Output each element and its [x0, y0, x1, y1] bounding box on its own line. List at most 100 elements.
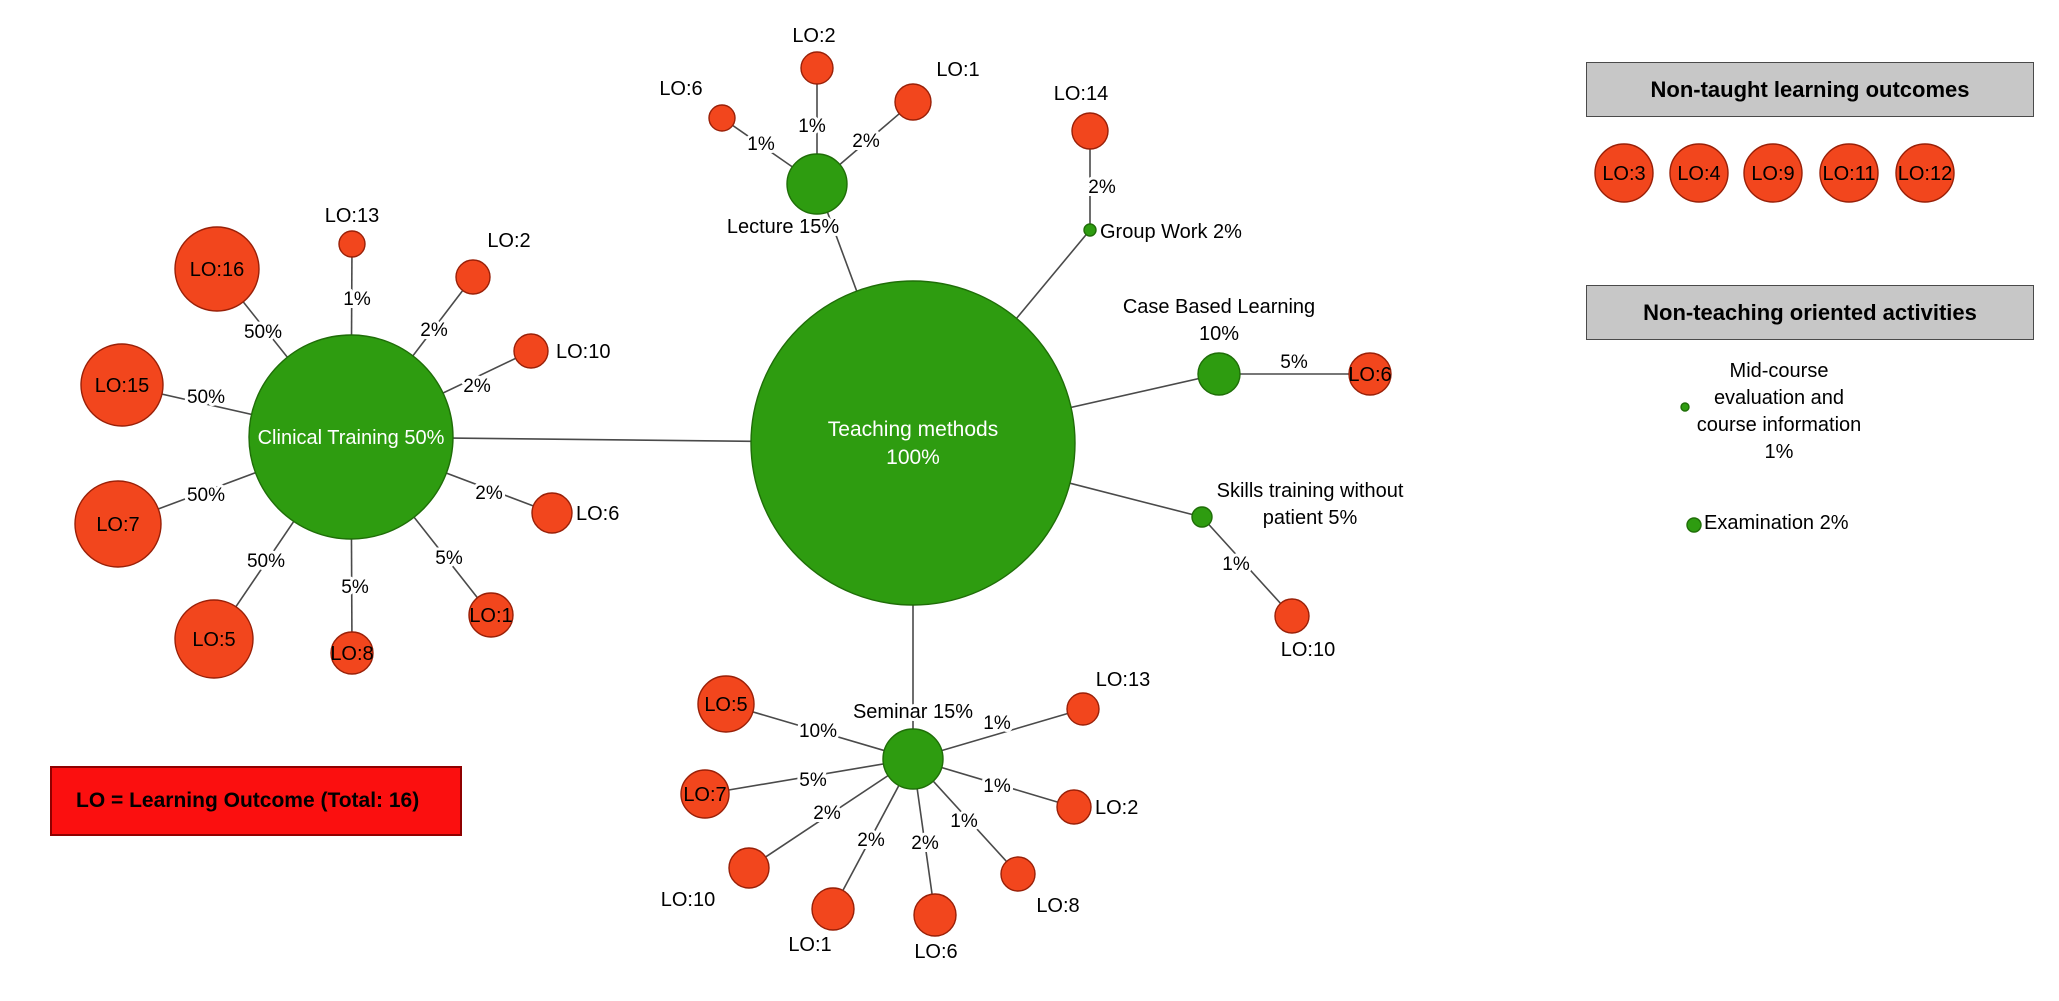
edge-label-seminar-sem-lo10: 2% [813, 803, 841, 824]
edge-seminar-sem-lo5 [725, 703, 914, 760]
edge-label-seminar-sem-lo1: 2% [857, 830, 885, 851]
node-sem-lo13 [1066, 692, 1100, 726]
node-mid-course-dot [1680, 402, 1690, 412]
node-ct-lo8 [330, 631, 374, 675]
node-group-work [1083, 223, 1097, 237]
edge-seminar-sem-lo7 [704, 758, 914, 795]
node-ct-lo2 [455, 259, 491, 295]
edge-label-seminar-sem-lo2: 1% [983, 776, 1011, 797]
label-ct-lo15: LO:15 [95, 375, 149, 397]
label-sem-lo13: LO:13 [1096, 669, 1150, 691]
label-ct-lo2: LO:2 [487, 230, 530, 252]
label-ct-lo6: LO:6 [576, 503, 619, 525]
edge-label-case-based-learning-cbl-lo6: 5% [1280, 352, 1308, 373]
label-ct-lo10: LO:10 [556, 341, 610, 363]
label-ct-lo5: LO:5 [192, 629, 235, 651]
edge-label-seminar-sem-lo8: 1% [950, 811, 978, 832]
node-nt-lo11 [1819, 143, 1879, 203]
node-nt-lo3 [1594, 143, 1654, 203]
edge-label-group-work-gw-lo14: 2% [1088, 177, 1116, 198]
node-seminar [882, 728, 944, 790]
label-nt-lo12: LO:12 [1898, 163, 1952, 185]
edge-label-seminar-sem-lo6: 2% [911, 833, 939, 854]
label-cbl-lo6: LO:6 [1348, 364, 1391, 386]
node-sem-lo1 [811, 887, 855, 931]
mid-course-note: Mid-course evaluation and course informa… [1696, 360, 1862, 463]
label-lecture: Lecture 15% [727, 216, 840, 238]
node-ct-lo13 [338, 230, 366, 258]
node-sem-lo2 [1056, 789, 1092, 825]
non-taught-header: Non-taught learning outcomes [1586, 62, 2034, 117]
label-ct-lo1: LO:1 [469, 605, 512, 627]
node-lec-lo1 [894, 83, 932, 121]
node-ct-lo10 [513, 333, 549, 369]
label-lec-lo1: LO:1 [936, 59, 979, 81]
node-cbl-lo6 [1348, 352, 1392, 396]
node-sem-lo8 [1000, 856, 1036, 892]
label-nt-lo4: LO:4 [1677, 163, 1720, 185]
label-seminar: Seminar 15% [853, 701, 973, 723]
node-nt-lo4 [1669, 143, 1729, 203]
node-skills-training [1191, 506, 1213, 528]
node-sem-lo6 [913, 893, 957, 937]
label-sem-lo1: LO:1 [788, 934, 831, 956]
edge-skills-training-sk-lo10 [1201, 516, 1293, 617]
edge-label-lecture-lec-lo6: 1% [747, 134, 775, 155]
node-ct-lo16 [174, 226, 260, 312]
node-sem-lo10 [728, 847, 770, 889]
edge-label-skills-training-sk-lo10: 1% [1222, 554, 1250, 575]
edge-label-clinical-training-ct-lo13: 1% [343, 289, 371, 310]
edge-label-clinical-training-ct-lo2: 2% [420, 320, 448, 341]
label-nt-lo9: LO:9 [1751, 163, 1794, 185]
legend-box: LO = Learning Outcome (Total: 16) [50, 766, 462, 836]
label-sem-lo5: LO:5 [704, 694, 747, 716]
label-sk-lo10: LO:10 [1281, 639, 1335, 661]
edge-seminar-sem-lo10 [748, 758, 914, 869]
node-lec-lo6 [708, 104, 736, 132]
node-ct-lo5 [174, 599, 254, 679]
label-clinical-training: Clinical Training 50% [258, 427, 445, 449]
label-ct-lo8: LO:8 [330, 643, 373, 665]
edge-label-lecture-lec-lo1: 2% [852, 131, 880, 152]
edge-label-clinical-training-ct-lo8: 5% [341, 577, 369, 598]
label-case-based-learning: Case Based Learning 10% [1123, 296, 1315, 345]
node-sk-lo10 [1274, 598, 1310, 634]
edge-label-clinical-training-ct-lo7: 50% [187, 485, 225, 506]
examination-note: Examination 2% [1704, 512, 1849, 534]
edge-label-clinical-training-ct-lo5: 50% [247, 551, 285, 572]
node-ct-lo7 [74, 480, 162, 568]
label-sem-lo2: LO:2 [1095, 797, 1138, 819]
label-ct-lo16: LO:16 [190, 259, 244, 281]
node-teaching-methods [750, 280, 1076, 606]
label-lec-lo2: LO:2 [792, 25, 835, 47]
non-teaching-header: Non-teaching oriented activities [1586, 285, 2034, 340]
node-gw-lo14 [1071, 112, 1109, 150]
node-examination-dot [1686, 517, 1702, 533]
label-sem-lo8: LO:8 [1036, 895, 1079, 917]
label-lec-lo6: LO:6 [659, 78, 702, 100]
edge-label-lecture-lec-lo2: 1% [798, 116, 826, 137]
node-sem-lo5 [697, 675, 755, 733]
node-ct-lo1 [468, 592, 514, 638]
label-nt-lo3: LO:3 [1602, 163, 1645, 185]
edge-label-seminar-sem-lo5: 10% [799, 721, 837, 742]
node-nt-lo9 [1743, 143, 1803, 203]
node-lec-lo2 [800, 51, 834, 85]
label-sem-lo6: LO:6 [914, 941, 957, 963]
edge-label-seminar-sem-lo7: 5% [799, 770, 827, 791]
edge-label-clinical-training-ct-lo1: 5% [435, 548, 463, 569]
label-gw-lo14: LO:14 [1054, 83, 1108, 105]
label-teaching-methods: Teaching methods 100% [828, 418, 998, 469]
label-group-work: Group Work 2% [1100, 221, 1242, 243]
edge-label-clinical-training-ct-lo10: 2% [463, 376, 491, 397]
label-sem-lo7: LO:7 [683, 784, 726, 806]
node-ct-lo6 [531, 492, 573, 534]
label-nt-lo11: LO:11 [1823, 163, 1876, 185]
node-nt-lo12 [1895, 143, 1955, 203]
label-skills-training: Skills training without patient 5% [1217, 480, 1404, 529]
node-clinical-training [248, 334, 454, 540]
label-ct-lo7: LO:7 [96, 514, 139, 536]
node-sem-lo7 [680, 769, 730, 819]
node-lecture [786, 153, 848, 215]
